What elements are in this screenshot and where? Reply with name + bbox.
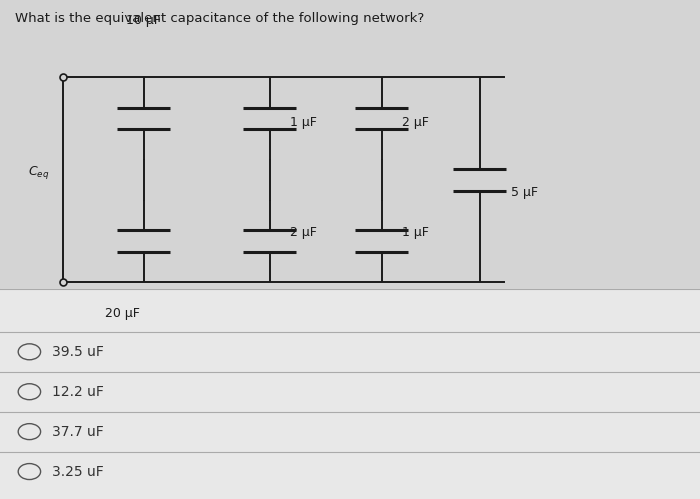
Text: 1 μF: 1 μF	[290, 116, 317, 129]
Text: What is the equivalent capacitance of the following network?: What is the equivalent capacitance of th…	[15, 12, 425, 25]
Text: 39.5 uF: 39.5 uF	[52, 345, 104, 359]
Text: 2 μF: 2 μF	[290, 226, 317, 239]
Text: 1 μF: 1 μF	[402, 226, 429, 239]
Text: 3.25 uF: 3.25 uF	[52, 465, 104, 479]
Text: $C_{eq}$: $C_{eq}$	[28, 164, 49, 181]
Text: 2 μF: 2 μF	[402, 116, 429, 129]
Text: 5 μF: 5 μF	[511, 186, 538, 199]
Text: 10 μF: 10 μF	[126, 14, 161, 27]
Bar	[0, 289, 700, 499]
Text: 12.2 uF: 12.2 uF	[52, 385, 104, 399]
Text: 37.7 uF: 37.7 uF	[52, 425, 104, 439]
Text: 20 μF: 20 μF	[105, 307, 140, 320]
